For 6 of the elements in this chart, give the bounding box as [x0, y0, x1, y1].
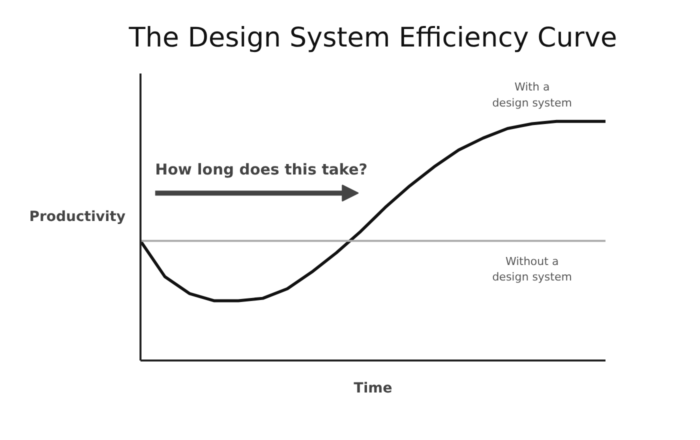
y-axis-title: Productivity	[29, 209, 126, 225]
series-label: Without a design system	[492, 254, 572, 284]
x-axis-title: Time	[354, 380, 392, 396]
series-label: With a design system	[492, 80, 572, 110]
chart-title: The Design System Efficiency Curve	[128, 22, 618, 54]
annotation: How long does this take?	[155, 160, 368, 179]
